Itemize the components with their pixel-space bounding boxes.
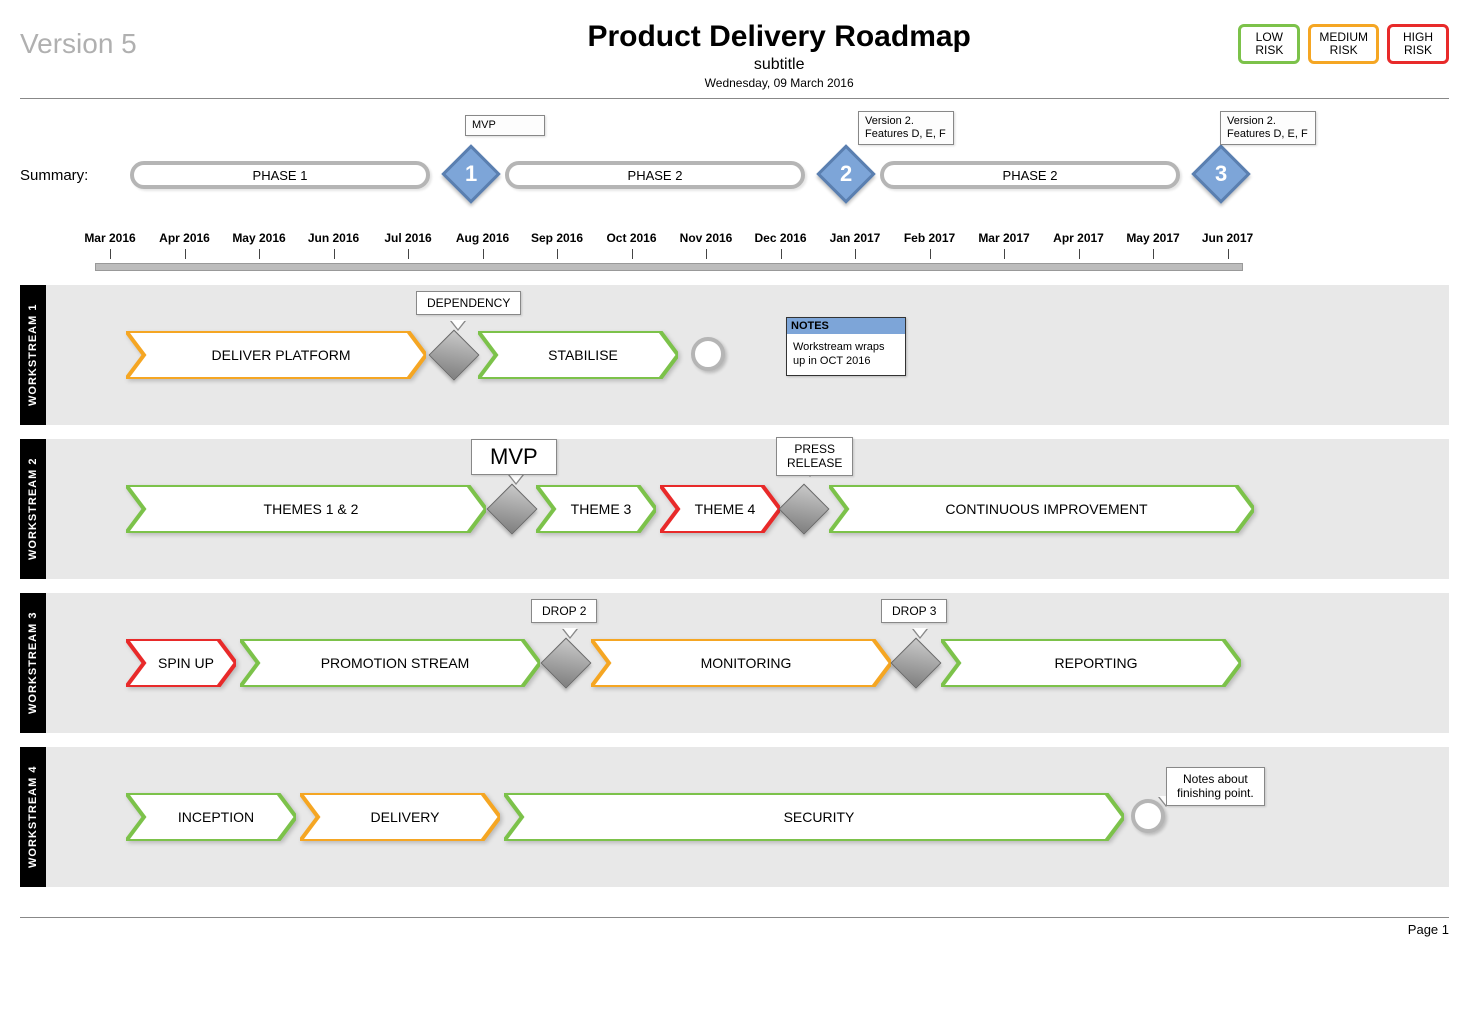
footer: Page 1 — [20, 917, 1449, 937]
summary-milestone-3: 3 — [1191, 144, 1250, 203]
milestone-callout: MVP — [465, 115, 545, 136]
month-label: Sep 2016 — [531, 231, 583, 245]
legend-low-risk: LOWRISK — [1238, 24, 1300, 64]
note-box: NOTESWorkstream wraps up in OCT 2016 — [786, 317, 906, 376]
task-bar: THEME 3 — [536, 485, 656, 533]
task-bar: THEME 4 — [660, 485, 780, 533]
milestone-diamond-icon — [779, 484, 830, 535]
milestone-diamond-icon — [429, 330, 480, 381]
task-bar: SECURITY — [504, 793, 1124, 841]
task-bar: DELIVERY — [300, 793, 500, 841]
workstream-1: WORKSTREAM 1 DELIVER PLATFORM STABILISE DEP… — [20, 285, 1449, 425]
callout: DEPENDENCY — [416, 291, 521, 315]
task-bar: MONITORING — [591, 639, 891, 687]
risk-legend: LOWRISKMEDIUMRISKHIGHRISK — [1238, 20, 1449, 64]
month-label: Aug 2016 — [456, 231, 509, 245]
month-label: Oct 2016 — [606, 231, 656, 245]
month-label: Mar 2017 — [978, 231, 1029, 245]
version-label: Version 5 — [20, 20, 320, 60]
callout: DROP 3 — [881, 599, 947, 623]
summary-label: Summary: — [20, 167, 88, 184]
month-label: Mar 2016 — [84, 231, 135, 245]
title-block: Product Delivery Roadmap subtitle Wednes… — [320, 20, 1238, 90]
task-bar: DELIVER PLATFORM — [126, 331, 426, 379]
task-bar: INCEPTION — [126, 793, 296, 841]
callout: DROP 2 — [531, 599, 597, 623]
callout: MVP — [471, 439, 557, 475]
page-date: Wednesday, 09 March 2016 — [320, 76, 1238, 90]
roadmap-page: Version 5 Product Delivery Roadmap subti… — [20, 20, 1449, 937]
workstream-label: WORKSTREAM 3 — [20, 593, 46, 733]
legend-high-risk: HIGHRISK — [1387, 24, 1449, 64]
milestone-callout: Version 2.Features D, E, F — [1220, 111, 1316, 145]
month-label: Jun 2016 — [308, 231, 359, 245]
task-bar: THEMES 1 & 2 — [126, 485, 486, 533]
workstream-label: WORKSTREAM 1 — [20, 285, 46, 425]
workstream-4: WORKSTREAM 4 INCEPTIONDELIVERYSECURITY Not… — [20, 747, 1449, 887]
page-number: Page 1 — [1408, 922, 1449, 937]
legend-medium-risk: MEDIUMRISK — [1308, 24, 1379, 64]
milestone-circle-icon — [691, 337, 725, 371]
month-label: May 2017 — [1126, 231, 1179, 245]
task-bar: REPORTING — [941, 639, 1241, 687]
page-title: Product Delivery Roadmap — [320, 20, 1238, 54]
phase-pill: PHASE 1 — [130, 161, 430, 189]
month-label: Jul 2016 — [384, 231, 431, 245]
month-label: Jan 2017 — [830, 231, 881, 245]
task-bar: STABILISE — [478, 331, 678, 379]
summary-milestone-2: 2 — [816, 144, 875, 203]
task-bar: CONTINUOUS IMPROVEMENT — [829, 485, 1254, 533]
workstream-2: WORKSTREAM 2 THEMES 1 & 2 THEME 3THEME 4 CO… — [20, 439, 1449, 579]
month-label: Feb 2017 — [904, 231, 955, 245]
workstream-label: WORKSTREAM 4 — [20, 747, 46, 887]
task-bar: SPIN UP — [126, 639, 236, 687]
workstream-3: WORKSTREAM 3 SPIN UPPROMOTION STREAM MONIT… — [20, 593, 1449, 733]
timeline: Mar 2016 Apr 2016 May 2016 Jun 2016 Jul 2016… — [20, 231, 1449, 271]
callout: Notes aboutfinishing point. — [1166, 767, 1265, 806]
month-label: Apr 2016 — [159, 231, 210, 245]
month-label: Dec 2016 — [754, 231, 806, 245]
page-subtitle: subtitle — [320, 56, 1238, 74]
callout: PRESSRELEASE — [776, 437, 853, 476]
phase-pill: PHASE 2 — [880, 161, 1180, 189]
month-label: May 2016 — [232, 231, 285, 245]
milestone-diamond-icon — [891, 638, 942, 689]
month-label: Nov 2016 — [680, 231, 733, 245]
milestone-diamond-icon — [541, 638, 592, 689]
summary-milestone-1: 1 — [441, 144, 500, 203]
summary-row: Summary: PHASE 1PHASE 2PHASE 21MVP2Versi… — [20, 107, 1449, 227]
phase-pill: PHASE 2 — [505, 161, 805, 189]
milestone-diamond-icon — [487, 484, 538, 535]
milestone-callout: Version 2.Features D, E, F — [858, 111, 954, 145]
workstreams-container: WORKSTREAM 1 DELIVER PLATFORM STABILISE DEP… — [20, 285, 1449, 887]
month-label: Apr 2017 — [1053, 231, 1104, 245]
task-bar: PROMOTION STREAM — [240, 639, 540, 687]
header: Version 5 Product Delivery Roadmap subti… — [20, 20, 1449, 99]
workstream-label: WORKSTREAM 2 — [20, 439, 46, 579]
month-label: Jun 2017 — [1202, 231, 1253, 245]
